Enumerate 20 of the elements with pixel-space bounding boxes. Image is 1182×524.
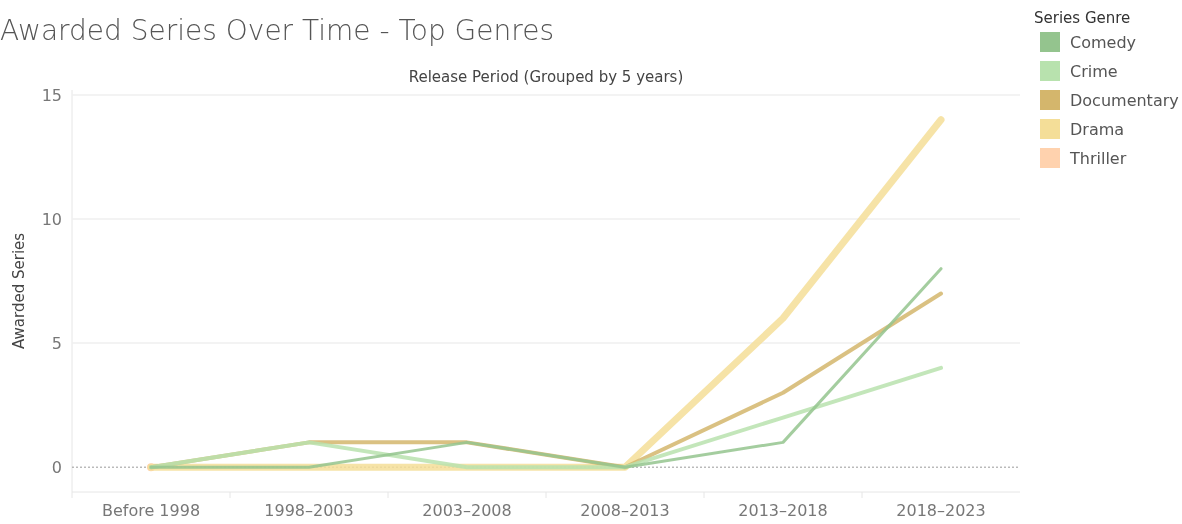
legend-label: Drama [1070,119,1125,139]
y-tick-label: 5 [51,333,62,353]
x-tick-label: Before 1998 [101,501,201,520]
y-tick-label: 10 [41,209,62,229]
legend-title: Series Genre [1034,9,1131,28]
x-tick-label: 1998–2003 [264,501,354,520]
y-axis-title: Awarded Series [10,232,28,350]
x-tick-label: 2013–2018 [738,501,828,520]
y-tick-label: 15 [41,85,62,105]
x-tick-label: 2008–2013 [580,501,670,520]
y-tick-label: 0 [51,457,62,477]
x-tick-label: 2003–2008 [422,501,512,520]
legend-label: Crime [1070,61,1118,81]
legend-label: Thriller [1069,148,1127,168]
line-series [149,365,943,470]
x-axis-title: Release Period (Grouped by 5 years) [408,68,684,86]
x-tick-label: 2018–2023 [896,501,986,520]
legend-label: Comedy [1070,32,1137,52]
chart-title: Awarded Series Over Time - Top Genres [0,14,554,47]
legend-label: Documentary [1070,90,1179,110]
